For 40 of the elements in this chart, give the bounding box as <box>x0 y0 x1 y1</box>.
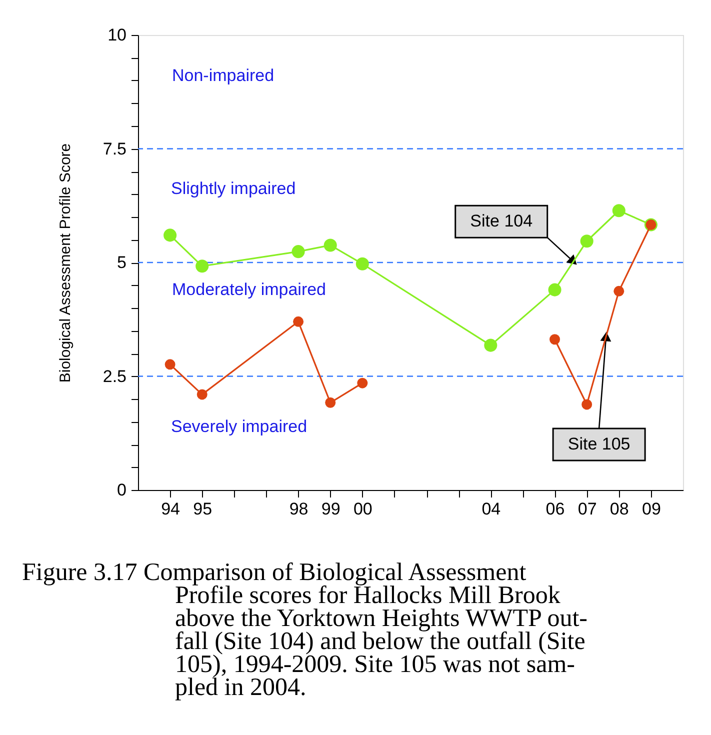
point <box>356 257 369 270</box>
point <box>582 399 592 410</box>
point <box>548 283 562 296</box>
series-label: Site 105 <box>568 434 630 454</box>
annotation: Slightly impaired <box>171 179 296 198</box>
point <box>293 316 304 327</box>
point <box>357 378 368 388</box>
x-tick-label: 06 <box>546 500 565 518</box>
text: Site 104 <box>470 212 533 231</box>
x-tick-label: 99 <box>321 500 340 518</box>
point <box>196 389 208 400</box>
y-tick-label: 10 <box>108 26 126 44</box>
point <box>550 334 560 345</box>
annotation: Severely impaired <box>171 417 308 436</box>
point <box>614 286 624 296</box>
point <box>164 359 176 370</box>
x-tick-label: 00 <box>353 500 372 518</box>
point <box>196 260 209 273</box>
x-tick-label: 98 <box>289 500 308 518</box>
point <box>325 397 336 408</box>
point <box>612 204 626 218</box>
y-tick-label: 5 <box>117 253 126 272</box>
point <box>292 245 305 258</box>
point <box>324 238 337 252</box>
point <box>484 338 498 352</box>
x-tick-label: 09 <box>642 500 661 518</box>
annotation: Moderately impaired <box>172 280 326 299</box>
x-tick-label: 08 <box>610 500 629 518</box>
x-tick-label: 04 <box>482 500 501 518</box>
x-tick-label: 94 <box>161 500 180 518</box>
y-tick-label: 7.5 <box>102 139 126 158</box>
caption: Figure 3.17 Comparison of Biological Assessment Profile scores for Hallocks Mill Brook above the Yorktown Heights WWTP out- fall (Site 104) and below the outfall (Site 105), 1994-2009. Site 105 was not sam- pled in 2004. <box>22 559 588 701</box>
y-axis-title: Biological Assessment Profile Score <box>56 143 74 383</box>
y-tick-label: 0 <box>117 480 126 500</box>
annotation: Non-impaired <box>172 66 274 85</box>
x-tick-label: 07 <box>578 500 597 518</box>
y-tick-label: 2.5 <box>102 366 126 386</box>
point <box>164 228 177 242</box>
point <box>580 234 594 248</box>
x-tick-label: 95 <box>193 500 212 518</box>
